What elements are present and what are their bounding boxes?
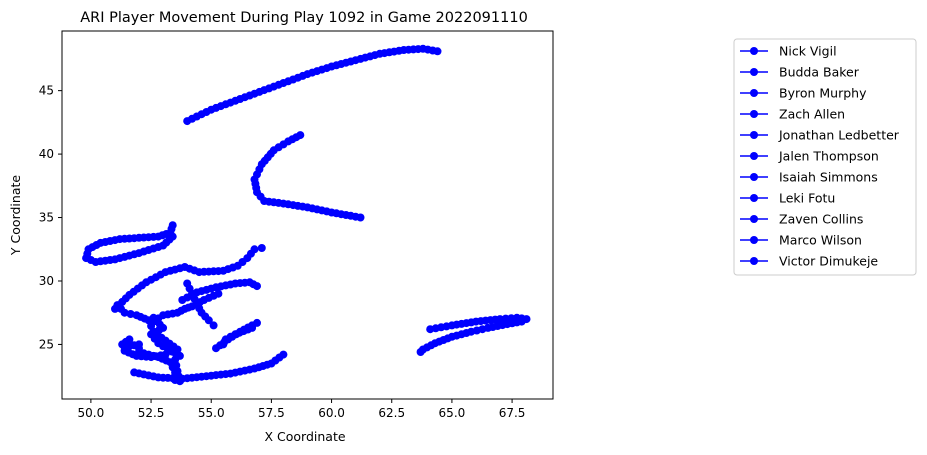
legend-item: Jonathan Ledbetter [740, 128, 900, 143]
legend-item: Isaiah Simmons [740, 170, 878, 185]
plot-area [82, 44, 531, 386]
x-axis-title: X Coordinate [264, 429, 345, 444]
y-axis-title: Y Coordinate [8, 175, 23, 256]
x-tick-label: 52.5 [138, 406, 165, 420]
trajectory-point [120, 308, 129, 317]
legend-label: Victor Dimukeje [779, 254, 878, 269]
y-tick-label: 45 [39, 84, 54, 98]
trajectory-point [253, 282, 261, 291]
series-isaiah-simmons [426, 313, 531, 334]
trajectory-point [433, 47, 442, 56]
legend-marker [750, 47, 758, 55]
trajectory-point [250, 245, 259, 254]
legend-marker [750, 89, 758, 97]
legend-item: Zaven Collins [740, 212, 863, 227]
series-jonathan-ledbetter [130, 350, 288, 383]
plot-frame [61, 30, 554, 400]
legend-label: Zaven Collins [779, 212, 863, 227]
legend-label: Marco Wilson [779, 233, 862, 248]
legend-marker [750, 68, 758, 76]
y-axis: 25 30 35 40 45 [39, 84, 62, 351]
legend-label: Byron Murphy [779, 86, 867, 101]
series-budda-baker [250, 131, 365, 222]
trajectory-point [209, 321, 218, 330]
x-tick-label: 55.0 [198, 406, 225, 420]
trajectory-point [175, 351, 184, 360]
legend-marker [750, 236, 758, 244]
trajectory-point [296, 131, 305, 140]
legend-item: Jalen Thompson [740, 149, 879, 164]
legend-item: Zach Allen [740, 107, 845, 122]
legend-label: Jonathan Ledbetter [778, 128, 900, 143]
legend-item: Victor Dimukeje [740, 254, 878, 269]
legend-box [733, 38, 917, 276]
legend-marker [750, 194, 758, 202]
trajectory-point [416, 348, 425, 356]
legend-marker [750, 131, 758, 139]
y-tick-label: 25 [39, 337, 54, 351]
legend-marker [750, 173, 758, 181]
trajectory-point [214, 289, 223, 298]
trajectory-line [186, 48, 438, 122]
y-tick-label: 35 [39, 211, 54, 225]
legend-item: Budda Baker [740, 65, 860, 80]
x-tick-label: 62.5 [378, 406, 405, 420]
legend-label: Zach Allen [779, 107, 845, 122]
legend-label: Budda Baker [779, 65, 860, 80]
x-axis: 50.0 52.5 55.0 57.5 60.0 62.5 65.0 67.5 [78, 399, 526, 420]
trajectory-point [171, 376, 180, 384]
x-tick-label: 57.5 [258, 406, 285, 420]
trajectory-point [522, 315, 531, 324]
legend-marker [750, 110, 758, 118]
legend-marker [750, 257, 758, 265]
trajectory-point [204, 316, 213, 325]
legend-label: Nick Vigil [779, 44, 837, 59]
series-leki-fotu [178, 278, 261, 304]
trajectory-point [161, 350, 170, 359]
legend-item: Byron Murphy [740, 86, 867, 101]
series-extra-trace [118, 335, 170, 362]
legend: Nick Vigil Budda Baker Byron Murphy Zach Al… [733, 38, 917, 276]
trajectory-point [253, 318, 261, 327]
x-tick-label: 60.0 [318, 406, 345, 420]
legend-label: Leki Fotu [779, 191, 835, 206]
series-nick-vigil [183, 44, 442, 126]
y-tick-label: 40 [39, 147, 54, 161]
legend-item: Leki Fotu [740, 191, 835, 206]
trajectory-point [248, 323, 257, 332]
x-tick-label: 65.0 [439, 406, 466, 420]
x-tick-label: 67.5 [499, 406, 526, 420]
chart-title: ARI Player Movement During Play 1092 in … [80, 10, 528, 26]
series-extra-trace [147, 313, 184, 360]
legend-item: Marco Wilson [740, 233, 862, 248]
legend-marker [750, 152, 758, 160]
trajectory-point [118, 340, 127, 349]
series-extra-trace [183, 279, 218, 330]
legend-label: Isaiah Simmons [779, 170, 878, 185]
legend-label: Jalen Thompson [778, 149, 879, 164]
legend-item: Nick Vigil [740, 44, 837, 59]
trajectory-point [126, 310, 135, 318]
trajectory-point [279, 350, 288, 359]
series-byron-murphy [82, 221, 177, 266]
trajectory-point [168, 232, 177, 241]
series-extra-trace [219, 323, 257, 349]
trajectory-point [257, 244, 266, 252]
x-tick-label: 50.0 [78, 406, 105, 420]
y-tick-label: 30 [39, 274, 54, 288]
legend-marker [750, 215, 758, 223]
